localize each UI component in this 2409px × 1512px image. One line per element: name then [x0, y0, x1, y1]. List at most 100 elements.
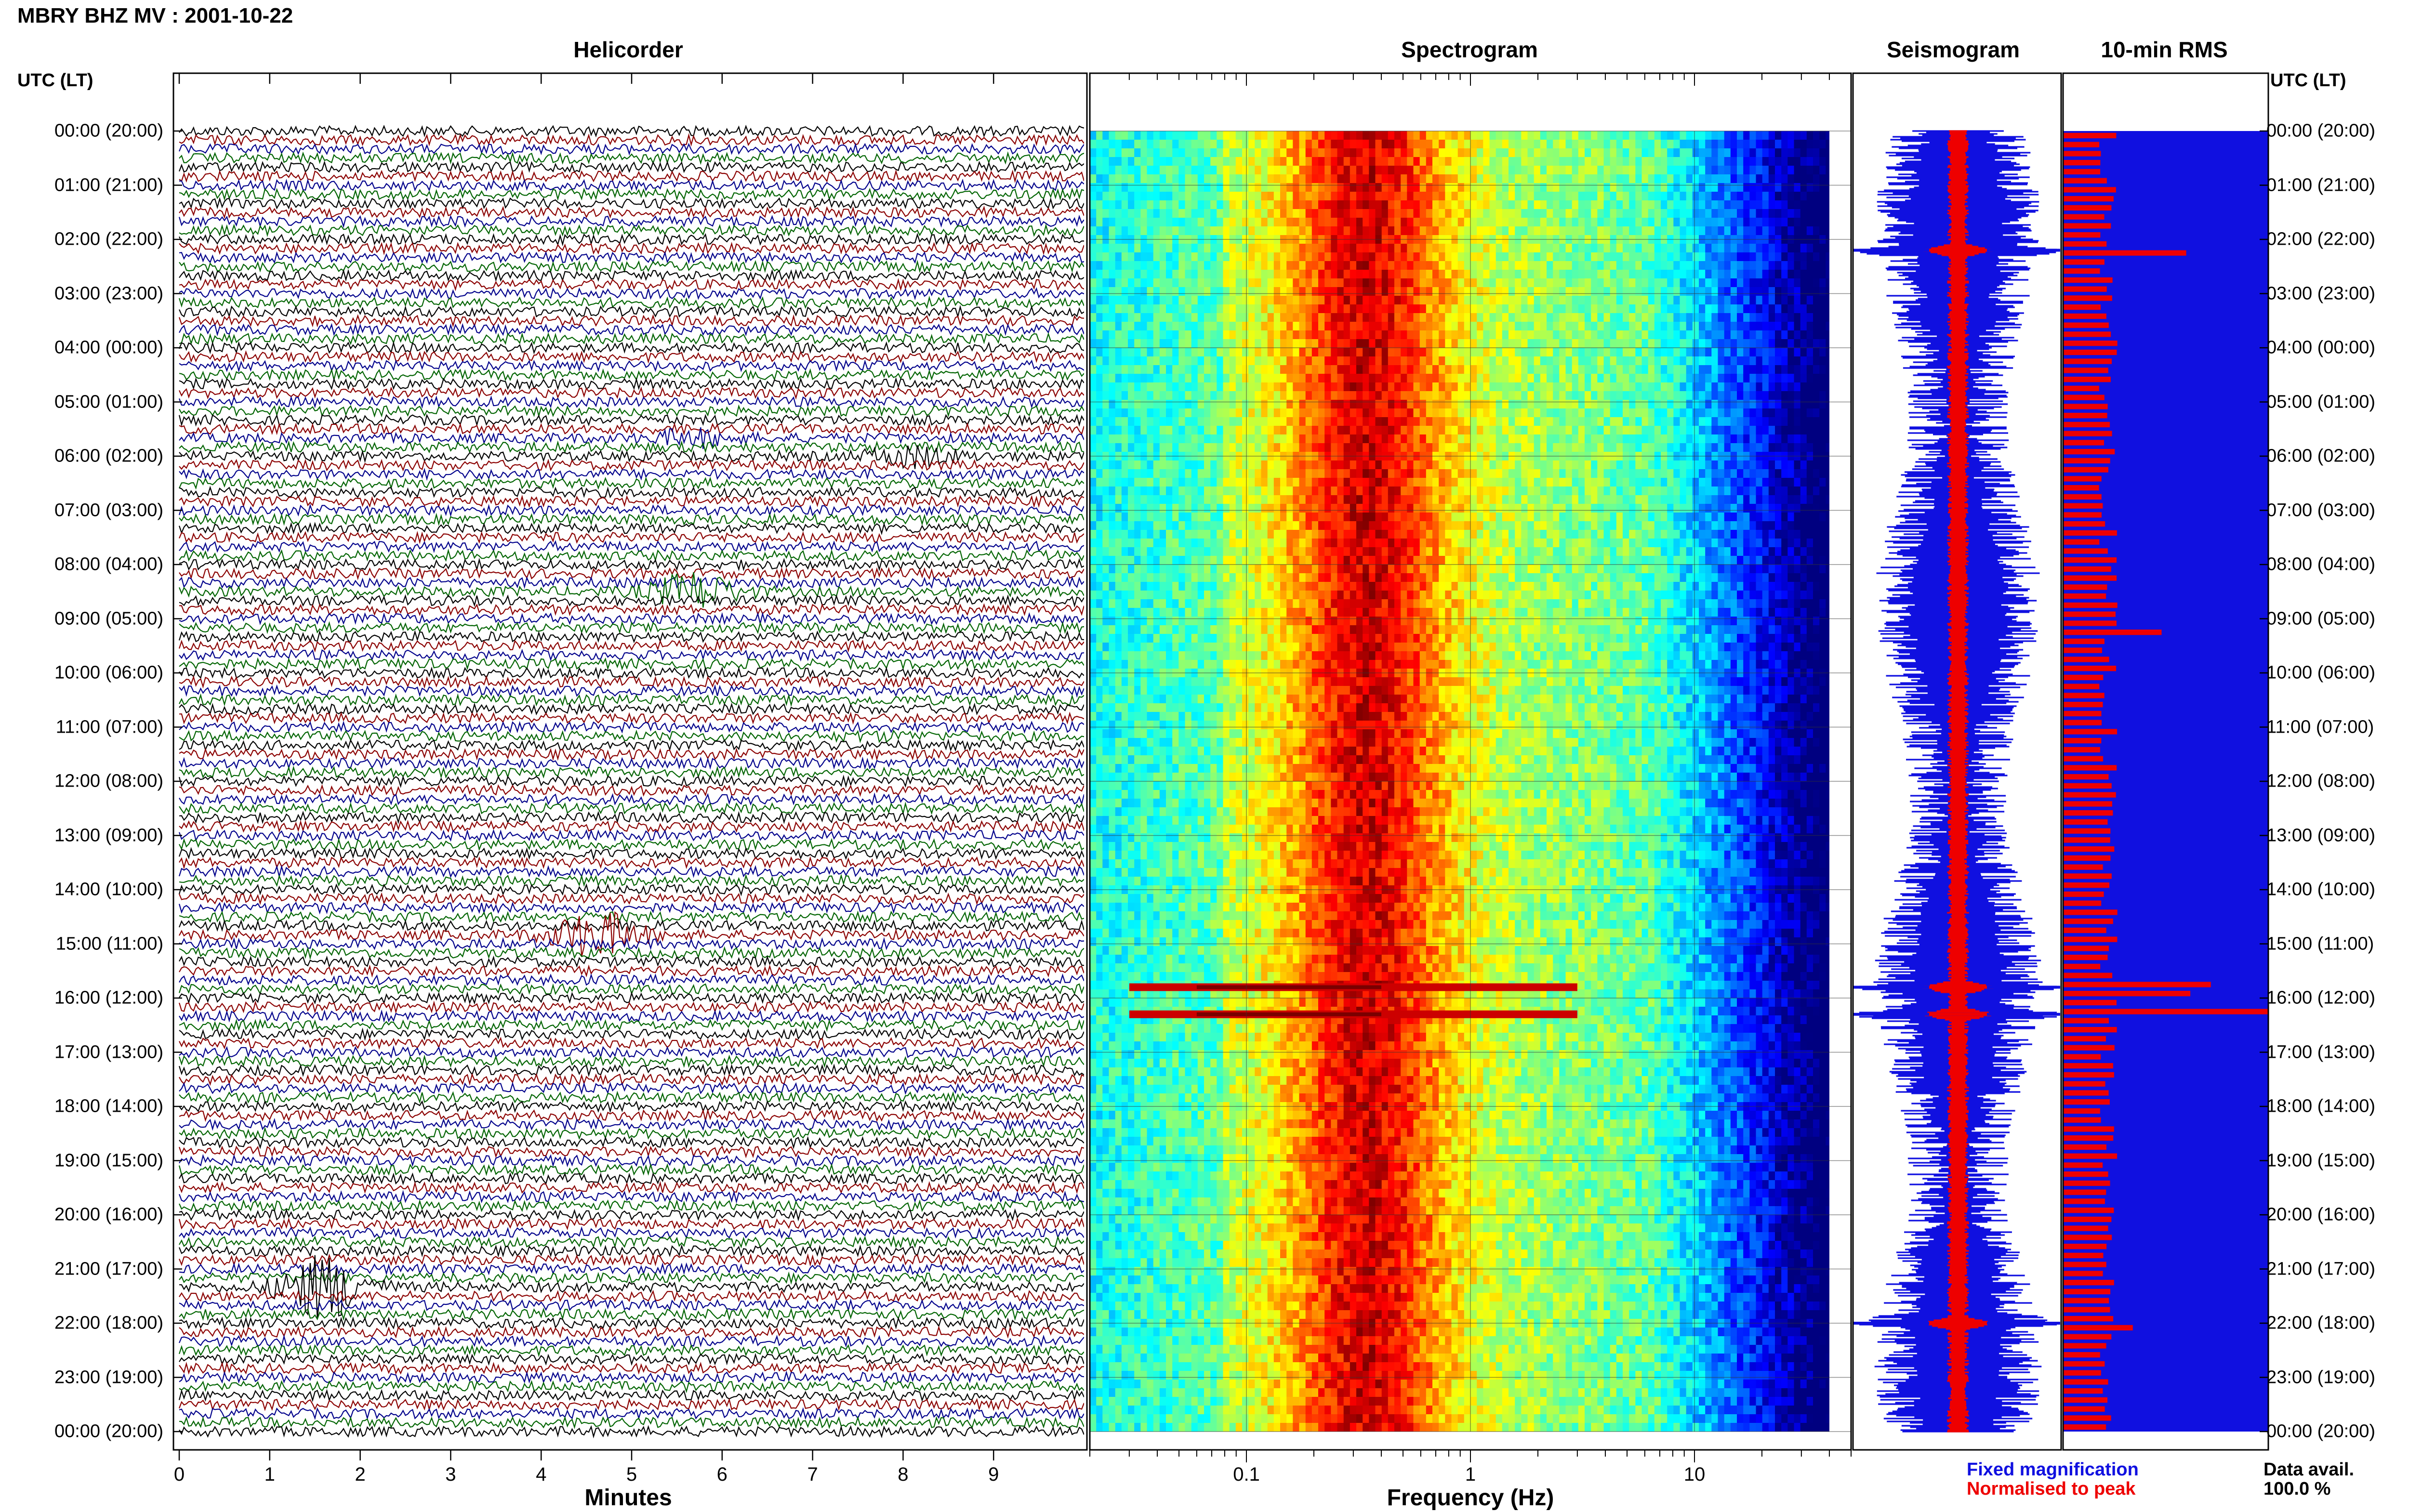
- spectrogram-cell: [1540, 356, 1547, 366]
- spectrogram-cell: [1692, 382, 1699, 392]
- spectrogram-cell: [1191, 244, 1198, 253]
- spectrogram-cell: [1730, 244, 1737, 253]
- spectrogram-cell: [1115, 469, 1122, 478]
- spectrogram-cell: [1305, 226, 1312, 236]
- spectrogram-cell: [1527, 434, 1535, 444]
- spectrogram-cell: [1527, 296, 1535, 305]
- spectrogram-cell: [1185, 443, 1192, 452]
- spectrogram-cell: [1654, 348, 1661, 357]
- spectrogram-cell: [1496, 365, 1503, 374]
- spectrogram-cell: [1730, 148, 1737, 158]
- spectrogram-cell: [1350, 166, 1357, 175]
- spectrogram-cell: [1096, 157, 1103, 166]
- left-time-label: 03:00 (23:00): [54, 283, 163, 303]
- spectrogram-cell: [1699, 166, 1706, 175]
- spectrogram-cell: [1749, 244, 1757, 253]
- spectrogram-cell: [1749, 270, 1757, 279]
- spectrogram-cell: [1197, 261, 1204, 270]
- spectrogram-cell: [1419, 374, 1427, 383]
- spectrogram-cell: [1210, 209, 1217, 218]
- spectrogram-cell: [1648, 131, 1655, 140]
- spectrogram-cell: [1115, 244, 1122, 253]
- spectrogram-cell: [1242, 304, 1249, 314]
- spectrogram-cell: [1629, 391, 1636, 400]
- spectrogram-cell: [1641, 382, 1649, 392]
- spectrogram-cell: [1635, 200, 1642, 210]
- spectrogram-cell: [1369, 460, 1376, 470]
- spectrogram-cell: [1369, 296, 1376, 305]
- spectrogram-cell: [1464, 174, 1471, 184]
- spectrogram-cell: [1768, 322, 1775, 331]
- spectrogram-cell: [1572, 339, 1579, 348]
- spectrogram-cell: [1547, 278, 1553, 288]
- spectrogram-cell: [1109, 226, 1116, 236]
- spectrogram-cell: [1705, 374, 1712, 383]
- spectrogram-cell: [1768, 330, 1775, 340]
- spectrogram-cell: [1299, 469, 1306, 478]
- spectrogram-cell: [1483, 148, 1490, 158]
- spectrogram-cell: [1159, 339, 1166, 348]
- spectrogram-cell: [1178, 200, 1186, 210]
- spectrogram-cell: [1426, 174, 1433, 184]
- spectrogram-cell: [1363, 469, 1369, 478]
- spectrogram-cell: [1806, 356, 1813, 366]
- spectrogram-cell: [1603, 287, 1611, 296]
- helicorder-trace: [179, 513, 1084, 526]
- helicorder-trace: [178, 572, 1084, 608]
- spectrogram-cell: [1591, 391, 1598, 400]
- spectrogram-cell: [1787, 391, 1795, 400]
- spectrogram-cell: [1369, 183, 1376, 192]
- spectrogram-cell: [1166, 278, 1173, 288]
- right-axis-header: UTC (LT): [2270, 70, 2346, 91]
- spectrogram-cell: [1451, 287, 1458, 296]
- spectrogram-cell: [1680, 382, 1687, 392]
- spectrogram-cell: [1159, 408, 1166, 418]
- spectrogram-cell: [1337, 131, 1344, 140]
- spectrogram-cell: [1217, 252, 1224, 262]
- spectrogram-cell: [1457, 374, 1465, 383]
- spectrogram-cell: [1547, 226, 1553, 236]
- spectrogram-cell: [1667, 261, 1674, 270]
- spectrogram-cell: [1394, 131, 1401, 140]
- spectrogram-cell: [1813, 148, 1820, 158]
- spectrogram-cell: [1172, 244, 1179, 253]
- spectrogram-cell: [1749, 140, 1757, 149]
- spectrogram-cell: [1299, 330, 1306, 340]
- spectrogram-cell: [1768, 278, 1775, 288]
- spectrogram-cell: [1109, 218, 1116, 227]
- spectrogram-cell: [1616, 148, 1623, 158]
- spectrogram-cell: [1680, 166, 1687, 175]
- spectrogram-cell: [1515, 166, 1522, 175]
- spectrogram-cell: [1641, 200, 1649, 210]
- spectrogram-cell: [1280, 174, 1287, 184]
- spectrogram-cell: [1806, 218, 1813, 227]
- spectrogram-cell: [1299, 408, 1306, 418]
- spectrogram-cell: [1623, 443, 1629, 452]
- spectrogram-cell: [1394, 304, 1401, 314]
- spectrogram-cell: [1305, 400, 1312, 409]
- spectrogram-cell: [1572, 244, 1579, 253]
- spectrogram-cell: [1432, 391, 1439, 400]
- spectrogram-cell: [1623, 200, 1629, 210]
- spectrogram-cell: [1267, 244, 1274, 253]
- spectrogram-cell: [1470, 200, 1477, 210]
- spectrogram-cell: [1718, 192, 1725, 201]
- helicorder-trace: [179, 946, 1084, 960]
- spectrogram-cell: [1718, 261, 1725, 270]
- spectrogram-cell: [1432, 382, 1439, 392]
- spectrogram-cell: [1585, 400, 1591, 409]
- helicorder-trace: [178, 1253, 1084, 1267]
- spectrogram-cell: [1585, 330, 1591, 340]
- spectrogram-cell: [1686, 174, 1693, 184]
- spectrogram-cell: [1635, 382, 1642, 392]
- spectrogram-cell: [1585, 304, 1591, 314]
- spectrogram-cell: [1641, 148, 1649, 158]
- spectrogram-cell: [1756, 244, 1763, 253]
- spectrogram-cell: [1324, 443, 1331, 452]
- spectrogram-cell: [1629, 183, 1636, 192]
- spectrogram-cell: [1185, 356, 1192, 366]
- spectrogram-cell: [1692, 174, 1699, 184]
- spectrogram-cell: [1451, 270, 1458, 279]
- helicorder-trace: [179, 738, 1084, 752]
- spectrogram-cell: [1585, 131, 1591, 140]
